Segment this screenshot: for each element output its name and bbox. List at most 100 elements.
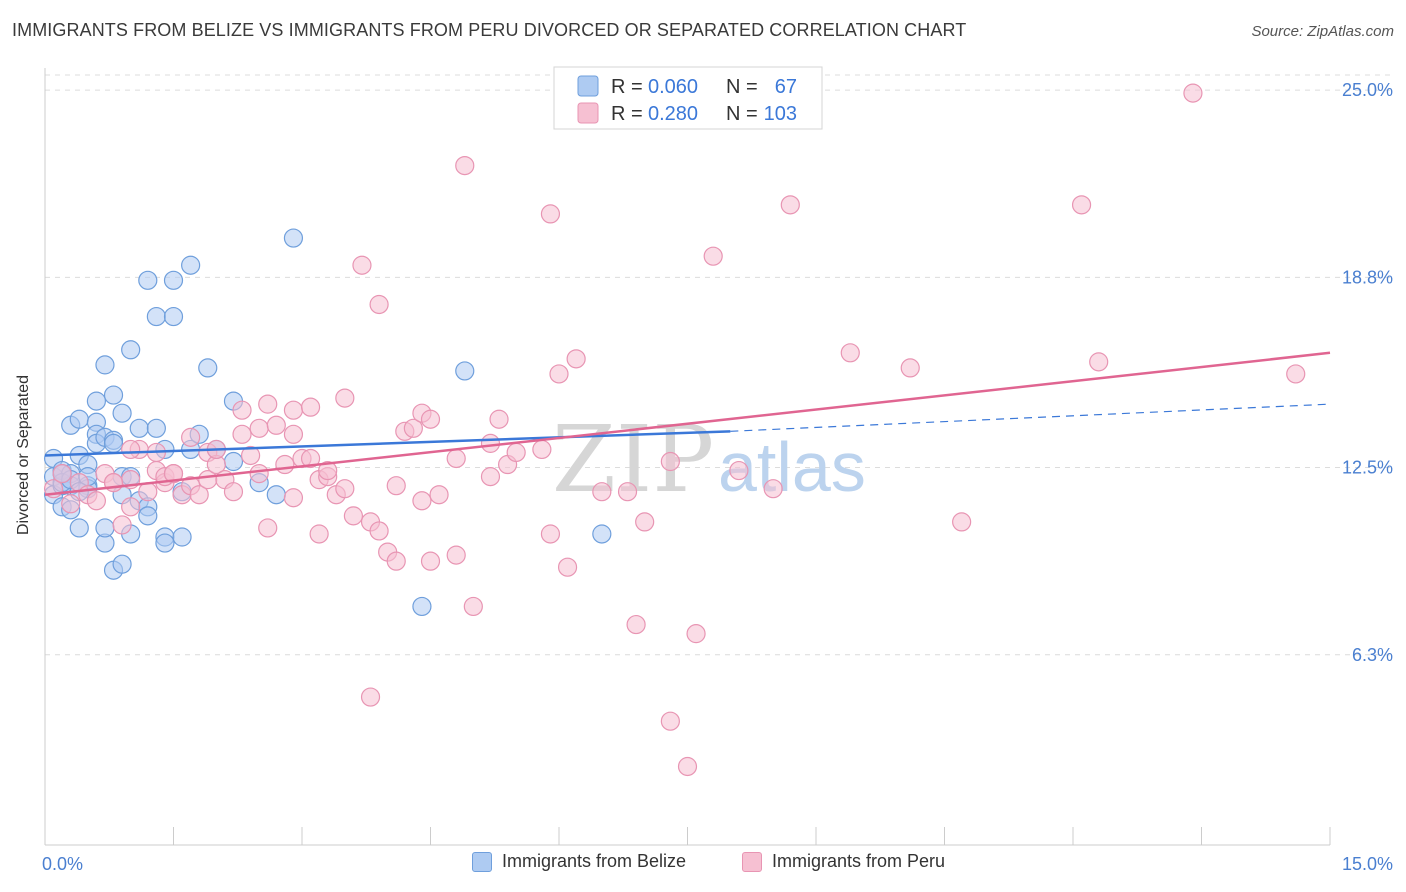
peru-point [309, 524, 329, 544]
peru-point [420, 551, 441, 571]
peru-point [369, 294, 389, 315]
stats-r-label-belize: R = [611, 76, 643, 98]
legend-item-belize[interactable]: Immigrants from Belize [472, 851, 686, 872]
peru-point [686, 624, 706, 644]
peru-point [112, 515, 132, 535]
peru-point [1183, 83, 1203, 103]
peru-point [283, 424, 304, 444]
belize-point [163, 270, 184, 290]
chart-title: IMMIGRANTS FROM BELIZE VS IMMIGRANTS FRO… [12, 20, 967, 40]
peru-point [780, 195, 800, 215]
peru-point [369, 521, 389, 541]
peru-point [763, 479, 783, 499]
stats-r-value-belize: 0.060 [648, 76, 698, 98]
stats-legend: R = 0.060 N = 67 R = 0.280 N = 103 [553, 66, 823, 130]
peru-point [335, 479, 355, 499]
belize-point [69, 409, 89, 429]
belize-point [69, 518, 89, 538]
belize-point [138, 270, 158, 290]
peru-point [300, 448, 321, 469]
peru-point [557, 557, 578, 577]
belize-point [172, 527, 192, 547]
x-tick-label: 0.0% [42, 854, 83, 874]
series-legend: Immigrants from Belize Immigrants from P… [0, 851, 1406, 879]
peru-point [549, 364, 569, 384]
peru-point [660, 451, 680, 472]
peru-point [840, 343, 860, 363]
peru-point [266, 415, 286, 435]
peru-point [352, 255, 372, 275]
peru-point [52, 463, 72, 484]
legend-item-peru[interactable]: Immigrants from Peru [742, 851, 945, 872]
belize-point [155, 533, 175, 553]
peru-point [403, 418, 423, 438]
peru-point [480, 467, 501, 487]
peru-point [566, 349, 586, 369]
belize-point [223, 451, 244, 472]
belize-point [146, 306, 166, 327]
stats-r-label-peru: R = [611, 103, 643, 125]
peru-point [343, 506, 363, 526]
peru-point [455, 155, 475, 176]
y-tick-label: 25.0% [1342, 80, 1393, 100]
peru-point [335, 388, 355, 408]
peru-point [300, 397, 321, 417]
peru-point [121, 439, 141, 460]
belize-point [112, 554, 132, 574]
peru-point [360, 687, 381, 707]
peru-point [729, 460, 749, 481]
peru-point [283, 400, 304, 420]
peru-trend-line [44, 351, 1331, 496]
legend-label-belize: Immigrants from Belize [502, 851, 687, 871]
belize-point [283, 228, 304, 248]
peru-point [429, 485, 449, 505]
peru-point [318, 460, 338, 481]
peru-point [506, 442, 526, 463]
belize-point [592, 524, 612, 544]
peru-point [181, 427, 201, 447]
peru-point [617, 482, 638, 502]
peru-point [1286, 364, 1306, 384]
peru-point [121, 497, 141, 517]
y-tick-label: 12.5% [1342, 458, 1393, 478]
belize-point [95, 518, 115, 538]
belize-point [129, 418, 149, 438]
y-tick-label: 18.8% [1342, 267, 1393, 287]
peru-point [446, 448, 466, 469]
belize-point [146, 418, 166, 438]
trend-lines [44, 351, 1331, 496]
peru-point [249, 463, 269, 484]
belize-point [121, 340, 141, 360]
peru-point [480, 433, 501, 453]
peru-point [952, 512, 972, 532]
peru-point [386, 476, 406, 496]
y-axis-title: Divorced or Separated [15, 374, 32, 536]
peru-point [626, 614, 646, 635]
stats-n-label-peru: N = [726, 103, 758, 125]
stats-n-value-peru: 103 [764, 103, 797, 125]
peru-point [249, 418, 269, 438]
legend-swatch-peru [742, 851, 762, 872]
belize-point [103, 385, 124, 405]
belize-point [163, 306, 184, 327]
belize-point [266, 485, 286, 505]
belize-point [95, 355, 115, 375]
peru-point [283, 488, 304, 508]
peru-point [463, 596, 483, 617]
peru-point [189, 485, 209, 505]
peru-point [446, 545, 466, 565]
belize-point [181, 255, 201, 275]
peru-point [703, 246, 723, 266]
belize-point [412, 596, 432, 617]
belize-point [86, 391, 107, 411]
peru-point [86, 491, 107, 511]
peru-point [386, 551, 406, 571]
legend-swatch-belize [472, 851, 492, 872]
stats-n-label-belize: N = [726, 76, 758, 98]
peru-point [412, 491, 432, 511]
peru-point [1089, 352, 1109, 372]
peru-point [635, 512, 655, 532]
peru-point [540, 204, 561, 224]
y-tick-label: 6.3% [1352, 645, 1393, 665]
